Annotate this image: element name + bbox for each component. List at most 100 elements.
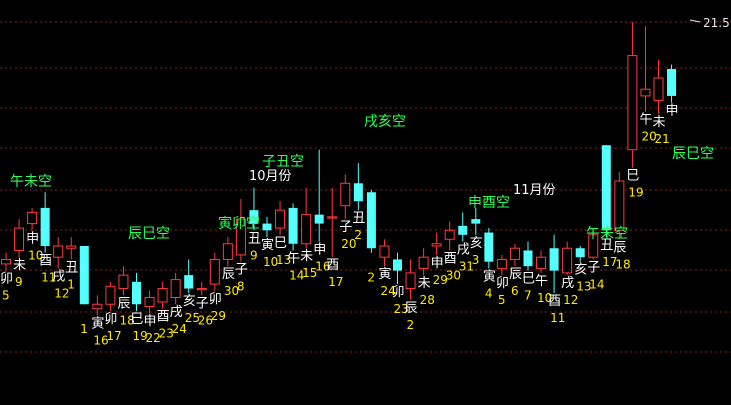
- day-label: 29: [211, 309, 226, 323]
- branch-label: 卯: [496, 276, 509, 291]
- day-label: 28: [420, 293, 435, 307]
- day-label: 12: [54, 286, 69, 300]
- kong-label: 寅卯空: [218, 215, 260, 232]
- candle-body: [157, 288, 168, 303]
- candle: [562, 241, 573, 276]
- day-label: 21: [655, 132, 670, 146]
- branch-label: 巳: [131, 312, 144, 327]
- branch-label: 未: [300, 249, 313, 264]
- candle: [144, 290, 155, 314]
- branch-label: 辰: [509, 267, 522, 282]
- day-label: 2: [354, 228, 362, 242]
- branch-label: 戌: [170, 305, 183, 320]
- candle-body: [627, 55, 638, 151]
- candle: [379, 239, 390, 267]
- candle-body: [366, 192, 376, 249]
- branch-label: 酉: [548, 294, 561, 309]
- candle-body: [562, 247, 573, 274]
- candle: [235, 198, 246, 262]
- day-label: 11: [550, 311, 565, 325]
- candle: [444, 221, 455, 251]
- day-label: 24: [172, 322, 187, 336]
- branch-label: 未: [13, 258, 26, 273]
- branch-label: 丑: [248, 231, 261, 246]
- day-label: 7: [524, 289, 532, 303]
- day-label: 4: [485, 286, 493, 300]
- candle: [14, 219, 25, 258]
- day-label: 14: [289, 268, 304, 282]
- day-label: 22: [146, 331, 161, 345]
- candle-body: [575, 248, 585, 258]
- candle-body: [14, 227, 25, 251]
- branch-label: 辰: [613, 240, 626, 255]
- y-axis-max-label: 21.5: [703, 16, 730, 30]
- day-label: 31: [459, 260, 474, 274]
- candle-body: [509, 247, 520, 260]
- grid-lines: [0, 19, 731, 353]
- candle-body: [667, 69, 677, 96]
- branch-label: 辰: [117, 296, 130, 311]
- day-label: 14: [589, 277, 604, 291]
- day-label: 17: [328, 275, 343, 289]
- day-label: 18: [119, 313, 134, 327]
- candle: [484, 228, 494, 269]
- candle-body: [301, 214, 312, 245]
- candle: [301, 187, 312, 249]
- branch-label: 亥: [574, 263, 587, 278]
- kong-label: 午未空: [586, 226, 628, 242]
- candle: [132, 272, 141, 311]
- candle: [275, 201, 286, 235]
- day-label: 29: [433, 273, 448, 287]
- day-label: 9: [250, 248, 258, 262]
- branch-label: 亥: [470, 236, 483, 251]
- day-label: 10: [28, 248, 43, 262]
- day-label: 20: [341, 237, 356, 251]
- branch-label: 午: [639, 113, 652, 128]
- day-label: 10: [537, 291, 552, 305]
- kong-label: 申酉空: [468, 195, 510, 211]
- candle-body: [405, 272, 416, 290]
- candle: [418, 248, 429, 276]
- day-label: 10: [263, 255, 278, 269]
- candle: [288, 203, 298, 251]
- kong-label: 辰巳空: [672, 146, 714, 162]
- day-label: 18: [615, 257, 630, 271]
- candle: [27, 207, 38, 231]
- kong-label: 子丑空: [262, 154, 304, 170]
- day-label: 17: [602, 255, 617, 269]
- branch-label: 午: [535, 274, 548, 289]
- candle: [92, 295, 103, 316]
- candle-body: [484, 232, 494, 262]
- candle: [209, 252, 220, 291]
- candle-body: [523, 250, 533, 267]
- candle: [627, 22, 638, 168]
- candle-body: [288, 207, 298, 244]
- candle: [601, 145, 611, 238]
- day-label: 2: [367, 271, 375, 285]
- candle-body: [471, 219, 481, 224]
- day-label: 24: [380, 284, 395, 298]
- candle: [262, 216, 272, 238]
- candle-body: [144, 297, 155, 307]
- day-label: 5: [498, 293, 506, 307]
- day-label: 3: [472, 253, 480, 267]
- day-label: 23: [159, 327, 174, 341]
- branch-label: 亥: [183, 294, 196, 309]
- candle-body: [79, 246, 89, 305]
- candle-body: [170, 279, 181, 299]
- candle-body: [431, 243, 442, 247]
- kong-label: 午未空: [10, 174, 52, 190]
- branch-label: 寅: [483, 268, 496, 284]
- candle-body: [458, 225, 468, 235]
- candle: [575, 246, 585, 262]
- branch-label: 申: [666, 104, 679, 119]
- kong-label: 戌亥空: [364, 114, 406, 130]
- day-label: 17: [106, 329, 121, 343]
- branch-label: 丑: [65, 260, 78, 275]
- branch-label: 巳: [626, 169, 639, 184]
- candle-body: [640, 88, 651, 97]
- kong-label: 辰巳空: [128, 226, 170, 242]
- branch-label: 子: [235, 263, 248, 278]
